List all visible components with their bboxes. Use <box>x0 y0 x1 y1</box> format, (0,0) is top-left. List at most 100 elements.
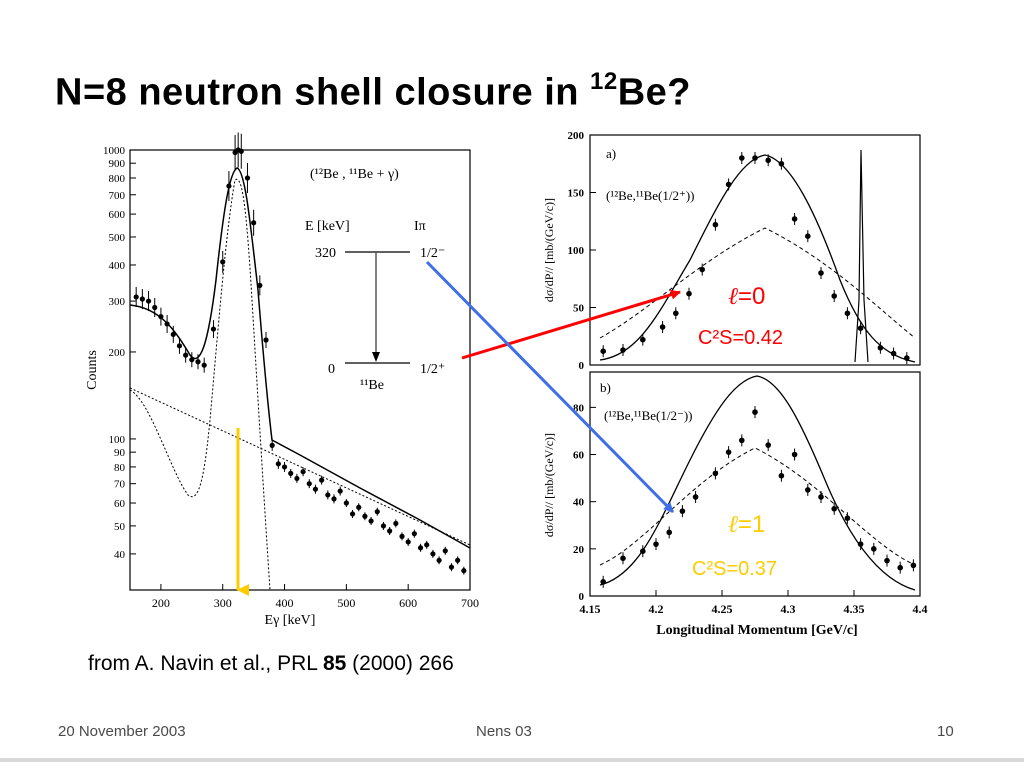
panel-a-data-point <box>659 324 666 330</box>
panel-b-data-point <box>640 548 646 554</box>
panel-b-label: b) <box>600 380 611 395</box>
gamma-data-point <box>306 481 312 487</box>
gamma-data-point <box>145 298 152 304</box>
gamma-data-point <box>337 488 343 494</box>
gamma-x-tick-label: 400 <box>276 596 294 610</box>
panel-b-data-point <box>712 470 719 477</box>
panel-b-data-point <box>725 449 732 455</box>
panel-b-data-point <box>752 409 758 415</box>
gamma-data-point <box>189 357 195 363</box>
gamma-y-tick-label: 100 <box>109 434 126 446</box>
gamma-peak-dotted-curve <box>129 178 271 591</box>
gamma-y-label: Counts <box>85 350 100 390</box>
panel-b-y-tick-label: 60 <box>573 450 585 462</box>
gamma-data-point <box>226 183 232 189</box>
gamma-data-point <box>183 352 189 358</box>
panel-b-y-tick-label: 20 <box>573 544 585 556</box>
gamma-data-point <box>430 551 436 557</box>
panel-b-y-tick-label: 0 <box>579 591 585 603</box>
panel-a-y-tick-label: 100 <box>568 245 585 257</box>
gamma-data-point <box>399 533 405 539</box>
gamma-data-point <box>319 477 325 483</box>
level-high-spin: 1/2⁻ <box>420 246 445 261</box>
level-header-spin: Iπ <box>414 219 426 234</box>
gamma-data-point <box>164 321 170 327</box>
panel-b-data-point <box>871 546 877 552</box>
title-superscript: 12 <box>590 68 618 95</box>
gamma-background-dotted-line <box>129 387 471 546</box>
footer-center: Nens 03 <box>476 723 532 740</box>
gamma-y-tick-label: 60 <box>114 498 126 510</box>
gamma-y-tick-label: 80 <box>114 462 126 474</box>
gamma-data-point <box>442 548 448 554</box>
gamma-x-tick-label: 700 <box>461 596 479 610</box>
gamma-data-point <box>368 518 374 524</box>
gamma-data-point <box>448 564 455 570</box>
l0-value: =0 <box>738 283 765 310</box>
gamma-data-point <box>455 557 461 563</box>
gamma-data-point <box>331 496 337 502</box>
gamma-data-point <box>238 148 244 154</box>
citation-caption: from A. Navin et al., PRL 85 (2000) 266 <box>88 652 454 676</box>
gamma-y-tick-label: 40 <box>114 549 126 561</box>
gamma-data-point <box>170 331 176 338</box>
gamma-data-point <box>263 337 269 343</box>
panel-b-x-tick-label: 4.4 <box>913 602 928 616</box>
gamma-x-tick-label: 300 <box>214 596 232 610</box>
panel-a-data-point <box>673 310 679 317</box>
gamma-data-point <box>417 545 424 551</box>
gamma-data-point <box>461 568 467 574</box>
panel-a-data-point <box>831 293 837 299</box>
panel-a-y-ticks: 0 50 100 150 200 <box>568 130 596 372</box>
panel-a-data-point <box>686 290 692 297</box>
gamma-x-tick-label: 200 <box>152 596 170 610</box>
gamma-data-point <box>349 511 356 517</box>
gamma-data-point <box>387 528 393 534</box>
gamma-y-tick-label: 800 <box>109 173 126 185</box>
slide-title: N=8 neutron shell closure in 12Be? <box>55 68 692 115</box>
gamma-fit-curve <box>129 167 471 549</box>
gamma-y-tick-label: 400 <box>109 260 126 272</box>
gamma-y-tick-label: 600 <box>109 209 126 221</box>
l1-c2s-annotation: C²S=0.37 <box>692 558 777 580</box>
level-low-energy: 0 <box>328 362 335 377</box>
panel-a-frame <box>589 134 921 366</box>
gamma-data-point <box>325 492 331 498</box>
l1-value: =1 <box>738 511 765 538</box>
gamma-y-tick-label: 700 <box>109 190 126 202</box>
panel-a-data-point <box>640 336 646 343</box>
gamma-data-point <box>405 539 411 545</box>
gamma-data-point <box>300 469 306 475</box>
level-high-energy: 320 <box>315 246 336 261</box>
panel-a-data-point <box>712 221 719 228</box>
panel-a-dashed-curve <box>599 227 916 339</box>
panel-b-x-tick-label: 4.2 <box>649 602 664 616</box>
panel-a-label: a) <box>606 146 616 161</box>
panel-a-data-point <box>844 310 851 317</box>
panel-b-y-label: dσ/dP// [mb/(GeV/c)] <box>542 433 556 537</box>
panel-a-y-tick-label: 50 <box>573 303 585 315</box>
l0-c2s-annotation: C²S=0.42 <box>698 327 783 349</box>
panel-a-legend: (¹²Be,¹¹Be(1/2⁺)) <box>606 188 695 203</box>
panel-b-data-point <box>831 505 837 512</box>
level-header-energy: E [keV] <box>305 219 350 234</box>
caption-volume: 85 <box>322 652 347 675</box>
panel-a-data-points <box>600 152 910 365</box>
gamma-data-point <box>201 362 207 368</box>
gamma-y-tick-label: 1000 <box>103 145 126 157</box>
red-arrow <box>461 289 681 360</box>
gamma-y-tick-label: 500 <box>109 232 126 244</box>
panel-b-data-point <box>679 508 686 514</box>
panel-b-data-point <box>805 487 811 493</box>
panel-a-data-point <box>778 160 785 167</box>
panel-b-data-points <box>600 406 917 588</box>
gamma-x-label: Eγ [keV] <box>265 613 316 628</box>
panel-a-data-point <box>791 216 798 222</box>
panel-b-y-tick-label: 80 <box>573 402 585 414</box>
gamma-data-points <box>133 132 467 575</box>
panel-a-solid-curve <box>599 154 916 363</box>
title-main: N=8 neutron shell closure in <box>55 71 591 114</box>
panel-b-x-ticks: 4.15 4.2 4.25 4.3 4.35 4.4 <box>580 590 928 616</box>
title-end: Be? <box>617 71 692 114</box>
